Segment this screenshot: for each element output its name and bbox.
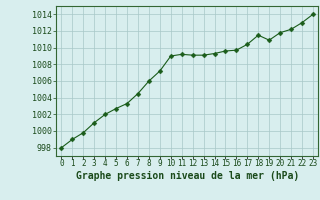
X-axis label: Graphe pression niveau de la mer (hPa): Graphe pression niveau de la mer (hPa) [76, 171, 299, 181]
